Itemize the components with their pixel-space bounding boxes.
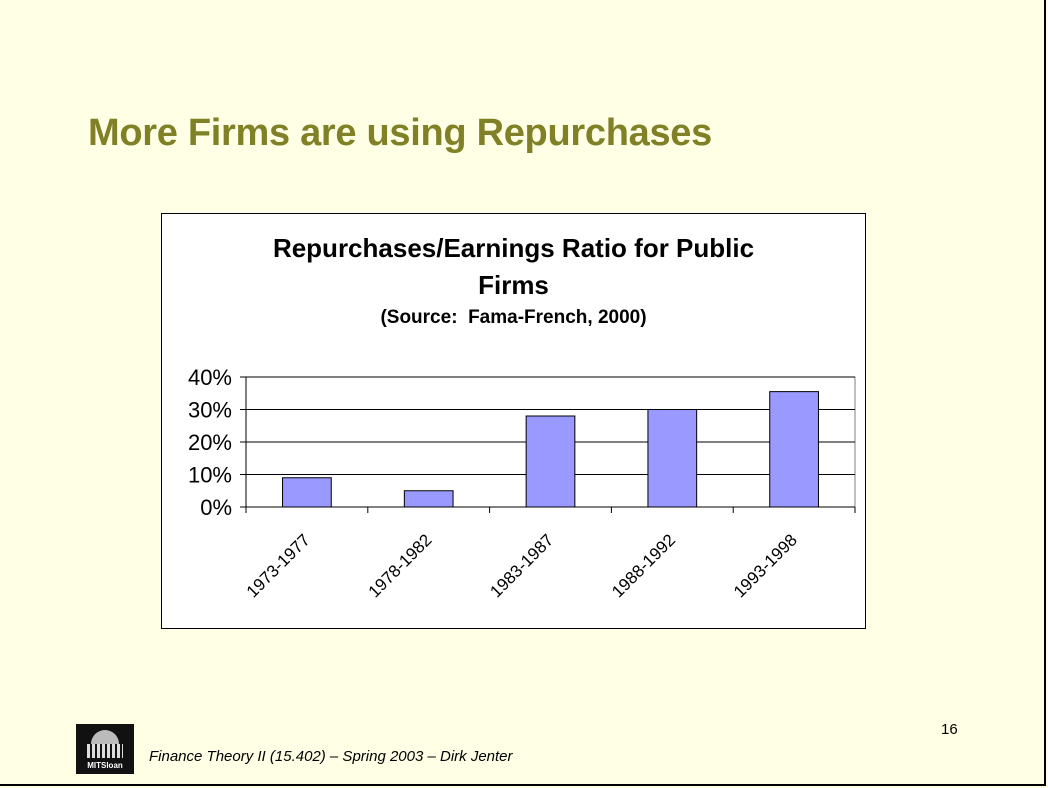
chart-title: Repurchases/Earnings Ratio for Public Fi… [162,230,865,304]
logo-text: MITSloan [87,761,123,770]
x-tick-label: 1988-1992 [608,530,679,601]
y-tick-label: 20% [188,430,232,455]
page-number: 16 [941,721,958,738]
footer-text: Finance Theory II (15.402) – Spring 2003… [149,748,513,765]
x-tick-label: 1983-1987 [486,530,557,601]
y-tick-label: 10% [188,463,232,488]
bar [525,415,576,508]
x-tick-label: 1978-1982 [365,530,436,601]
mit-sloan-logo: MITSloan [76,724,134,774]
chart-title-line-1: Repurchases/Earnings Ratio for Public [272,233,755,263]
bar [403,490,454,508]
columns-icon [87,744,123,758]
y-tick-label: 30% [188,398,232,423]
y-tick-label: 40% [188,365,232,390]
bar [282,477,332,508]
bar-chart: 0% 10% 20% 30% 40% 1973-1977 1978-1982 1983-198… [188,365,856,601]
bar [647,409,698,508]
chart-title-line-2: Firms [478,270,549,300]
x-tick-label: 1993-1998 [730,530,801,601]
x-tick-label: 1973-1977 [243,530,314,601]
dome-icon [91,730,119,744]
slide-title: More Firms are using Repurchases [88,112,712,154]
y-tick-label: 0% [200,495,232,520]
bar [769,391,819,508]
chart-subtitle: (Source: Fama-French, 2000) [380,307,647,328]
chart-container: Repurchases/Earnings Ratio for Public Fi… [161,213,866,629]
